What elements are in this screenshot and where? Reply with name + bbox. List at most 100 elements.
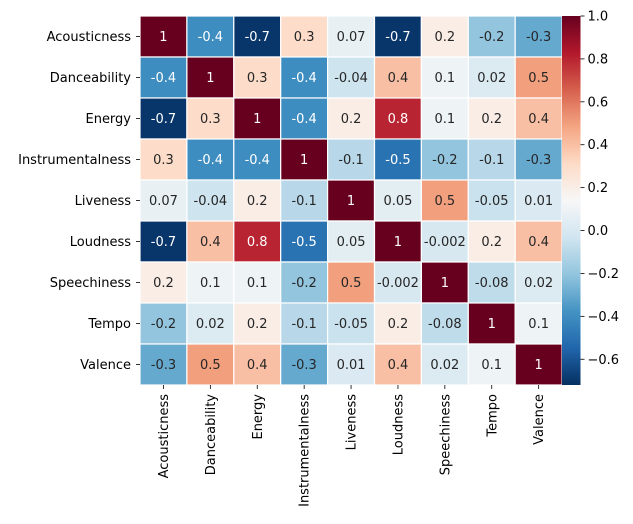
cell-annotation: 0.3 (294, 30, 315, 45)
cell-annotation: -0.08 (475, 276, 509, 291)
x-tick-label: Speechiness (438, 394, 453, 476)
cell-annotation: 0.4 (247, 358, 268, 373)
heatmap-cell (139, 343, 188, 386)
heatmap-cell (139, 179, 188, 222)
cell-annotation: -0.1 (291, 194, 316, 209)
heatmap-cell (233, 56, 282, 99)
heatmap-cell (420, 56, 469, 99)
cell-annotation: 0.2 (247, 317, 268, 332)
cell-annotation: 0.1 (435, 71, 456, 86)
heatmap-cell (280, 343, 329, 386)
cell-annotation: 1 (488, 317, 496, 332)
cell-annotation: -0.002 (424, 235, 466, 250)
cell-annotation: -0.3 (291, 358, 316, 373)
colorbar-gradient (562, 16, 581, 385)
cell-annotation: 1 (347, 194, 355, 209)
cell-annotation: -0.3 (151, 358, 176, 373)
cell-annotation: 1 (253, 112, 261, 127)
cell-annotation: 0.1 (481, 358, 502, 373)
heatmap-cell (233, 343, 282, 386)
cell-annotation: 0.1 (247, 276, 268, 291)
cell-annotation: -0.002 (377, 276, 419, 291)
cell-annotation: -0.1 (479, 153, 504, 168)
heatmap-cells (139, 15, 563, 386)
heatmap-cell (514, 220, 563, 263)
colorbar-tick-label: 0.8 (588, 52, 609, 67)
cell-annotation: 0.07 (337, 30, 366, 45)
heatmap-cell (327, 343, 376, 386)
heatmap-cell (139, 138, 188, 181)
cell-annotation: -0.1 (291, 317, 316, 332)
cell-annotation: -0.2 (432, 153, 457, 168)
heatmap-cell (327, 261, 376, 304)
x-tick-label: Liveness (345, 394, 360, 451)
heatmap-cell (514, 97, 563, 140)
colorbar-tick-label: 0.0 (588, 224, 609, 239)
cell-annotation: -0.4 (291, 71, 316, 86)
heatmap-cell (327, 302, 376, 345)
y-tick-label: Speechiness (50, 276, 132, 291)
heatmap-cell (467, 15, 516, 58)
x-tick-label: Tempo (485, 394, 500, 438)
x-tick-label: Energy (251, 394, 266, 440)
x-tick-label: Valence (532, 394, 547, 445)
cell-annotation: 0.1 (528, 317, 549, 332)
x-tick-label: Loudness (391, 394, 406, 455)
cell-annotation: -0.1 (338, 153, 363, 168)
cell-annotation: 0.5 (435, 194, 456, 209)
cell-annotation: -0.7 (151, 235, 176, 250)
heatmap-cell (327, 220, 376, 263)
cell-annotation: -0.4 (198, 30, 223, 45)
colorbar-tick-label: 0.6 (588, 95, 609, 110)
cell-annotation: 0.8 (247, 235, 268, 250)
y-tick-label: Danceability (50, 71, 132, 86)
heatmap-cell (139, 220, 188, 263)
cell-annotation: -0.7 (151, 112, 176, 127)
cell-annotation: 0.2 (341, 112, 362, 127)
heatmap-cell (280, 220, 329, 263)
cell-annotation: -0.7 (385, 30, 410, 45)
cell-annotation: 0.3 (153, 153, 174, 168)
heatmap-cell (467, 56, 516, 99)
cell-annotation: -0.05 (334, 317, 368, 332)
cell-annotation: 0.3 (247, 71, 268, 86)
cell-annotation: -0.08 (428, 317, 462, 332)
heatmap-cell (514, 343, 563, 386)
cell-annotation: 1 (441, 276, 449, 291)
cell-annotation: -0.3 (526, 153, 551, 168)
heatmap-cell (373, 15, 423, 58)
x-tick-label: Instrumentalness (298, 394, 313, 507)
colorbar: 1.0 0.8 0.6 0.4 0.2 0.0 −0.2 −0.4 −0.6 (562, 10, 619, 385)
heatmap-cell (514, 179, 563, 222)
colorbar-tick-label: 0.4 (588, 138, 609, 153)
cell-annotation: 0.1 (435, 112, 456, 127)
heatmap-cell (467, 220, 516, 263)
cell-annotation: 0.3 (200, 112, 221, 127)
heatmap-cell (373, 302, 423, 345)
heatmap-cell (233, 220, 282, 263)
cell-annotation: 0.05 (337, 235, 366, 250)
y-tick-label: Energy (85, 112, 131, 127)
cell-annotation: 0.1 (200, 276, 221, 291)
cell-annotation: 0.4 (200, 235, 221, 250)
cell-annotation: 0.02 (430, 358, 459, 373)
cell-annotation: 0.8 (388, 112, 409, 127)
cell-annotation: -0.4 (198, 153, 223, 168)
y-tick-label: Loudness (70, 235, 131, 250)
cell-annotation: 0.2 (153, 276, 174, 291)
heatmap-cell (233, 302, 282, 345)
cell-annotation: 0.02 (477, 71, 506, 86)
heatmap-cell (186, 138, 235, 181)
heatmap-cell (373, 179, 423, 222)
cell-annotation: 1 (159, 30, 167, 45)
heatmap-cell (420, 261, 469, 304)
cell-annotation: -0.3 (526, 30, 551, 45)
cell-annotation: -0.04 (194, 194, 228, 209)
cell-annotation: -0.2 (151, 317, 176, 332)
heatmap-annotations: 1 -0.4 -0.7 0.3 0.07 -0.7 0.2 -0.2 -0.3 -0.4 1 0.3 -… (149, 30, 553, 373)
heatmap-cell (514, 302, 563, 345)
x-tick-label: Danceability (204, 394, 219, 476)
cell-annotation: 0.2 (388, 317, 409, 332)
heatmap-cell (186, 343, 235, 386)
